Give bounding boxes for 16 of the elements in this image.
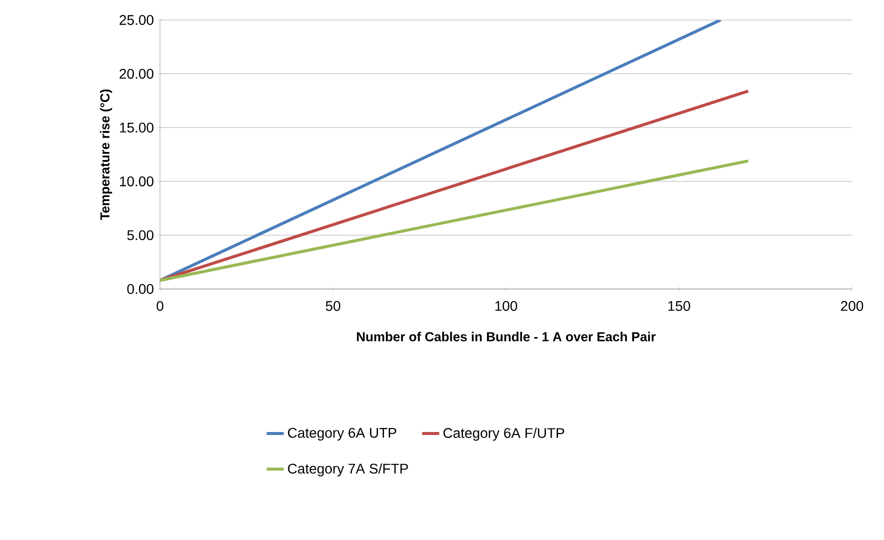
y-tick-label: 20.00 bbox=[120, 68, 154, 79]
y-tick-label: 5.00 bbox=[127, 230, 154, 240]
y-axis-title: Temperature rise (°C) bbox=[100, 89, 112, 220]
y-tick-label: 10.00 bbox=[120, 176, 154, 186]
legend-label: Category 6A F/UTP bbox=[443, 428, 564, 441]
x-tick-label: 50 bbox=[326, 301, 340, 311]
x-tick-label: 200 bbox=[841, 301, 864, 311]
y-tick-label: 15.00 bbox=[120, 122, 154, 133]
x-tick-label: 100 bbox=[495, 301, 518, 311]
y-tick-label: 25.00 bbox=[120, 15, 154, 25]
legend-label: Category 6A UTP bbox=[288, 428, 396, 441]
legend-label: Category 7A S/FTP bbox=[288, 463, 408, 476]
x-axis-title: Number of Cables in Bundle - 1 A over Each Pair bbox=[356, 332, 656, 342]
y-tick-label: 0.00 bbox=[127, 284, 154, 294]
x-tick-label: 150 bbox=[668, 301, 690, 311]
x-tick-label: 0 bbox=[156, 301, 164, 311]
